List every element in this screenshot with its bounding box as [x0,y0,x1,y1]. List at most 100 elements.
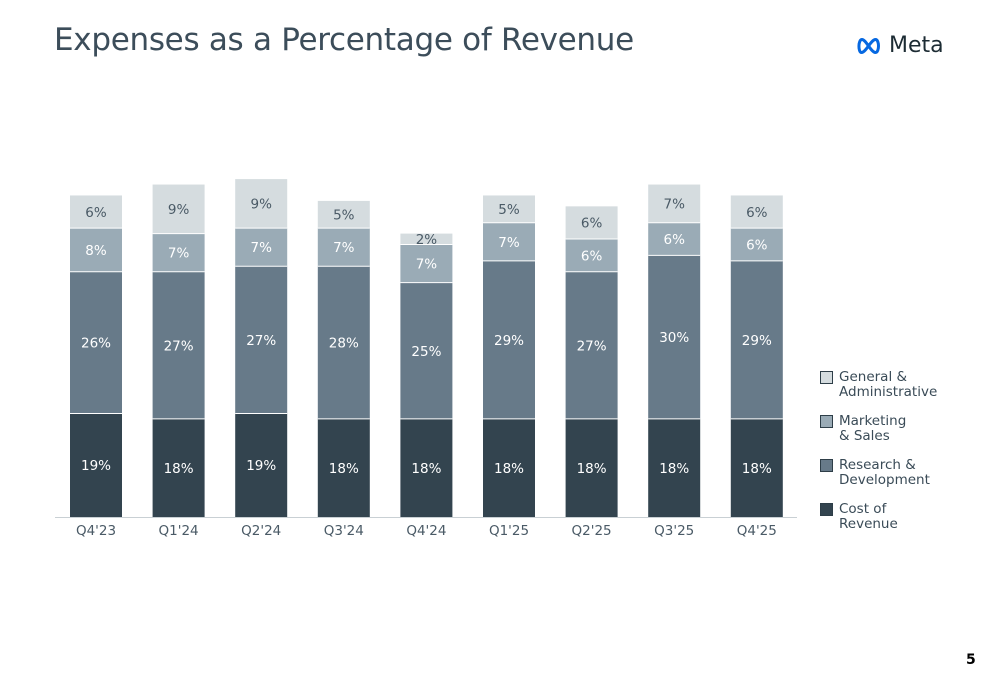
bar-segment [400,418,453,517]
data-label: 5% [333,208,355,224]
x-tick-label: Q4'23 [76,523,116,539]
data-label: 27% [246,333,276,349]
data-label: 19% [81,458,111,474]
bar-segment [317,200,370,229]
meta-logo: Meta [857,33,944,59]
bar-segment [70,228,122,272]
bar-segment [152,418,205,517]
data-label: 18% [494,461,524,477]
data-label: 5% [498,202,520,218]
bar-segment [235,413,288,517]
data-label: 8% [85,243,107,259]
bar-segment [648,184,701,223]
bar-segment [730,418,783,517]
data-label: 6% [663,232,685,248]
bar-segment [483,418,535,517]
bar-segment [730,228,783,261]
legend-label: Cost of Revenue [839,501,898,532]
bar-segment [648,222,701,256]
bar-segment [400,282,453,419]
data-label: 9% [250,197,272,213]
x-tick-label: Q1'24 [159,523,199,539]
data-label: 18% [164,461,194,477]
bar-segment [400,233,453,245]
data-label: 7% [168,246,190,262]
bar-segment [317,228,370,267]
x-tick-label: Q2'24 [241,523,281,539]
data-label: 6% [581,216,603,232]
legend-swatch [820,371,833,384]
legend-item: Cost of Revenue [820,502,937,546]
bar-segment [565,239,618,272]
meta-logo-text: Meta [889,33,944,58]
data-label: 18% [411,461,441,477]
data-label: 18% [742,461,772,477]
data-label: 7% [416,257,438,273]
bar-segment [730,260,783,419]
bar-segment [235,266,288,414]
x-tick-label: Q4'24 [406,523,446,539]
legend-swatch [820,459,833,472]
bar-segment [152,271,205,419]
data-label: 18% [329,461,359,477]
data-label: 27% [164,338,194,354]
bar-segment [70,195,122,229]
bar-segment [317,266,370,419]
data-label: 30% [659,330,689,346]
bar-segment [565,206,618,240]
data-label: 7% [498,235,520,251]
data-label: 28% [329,336,359,352]
bar-segment [483,195,535,223]
x-tick-label: Q3'24 [324,523,364,539]
bar-segment [152,184,205,234]
data-label: 7% [250,240,272,256]
bar-segment [730,195,783,229]
legend-swatch [820,503,833,516]
x-tick-label: Q4'25 [737,523,777,539]
bar-segment [70,271,122,414]
data-label: 19% [246,458,276,474]
data-label: 25% [411,344,441,360]
legend-swatch [820,415,833,428]
data-label: 18% [577,461,607,477]
data-label: 6% [746,205,768,221]
data-label: 29% [494,333,524,349]
page-title: Expenses as a Percentage of Revenue [54,22,634,58]
bar-segment [648,255,701,419]
data-label: 6% [746,238,768,254]
data-label: 6% [581,248,603,264]
data-label: 6% [85,205,107,221]
legend-item: General & Administrative [820,370,937,414]
x-tick-label: Q2'25 [572,523,612,539]
data-label: 7% [663,197,685,213]
page-number: 5 [966,652,976,668]
bar-segment [317,418,370,517]
bar-segment [400,244,453,283]
bar-segment [565,418,618,517]
data-label: 26% [81,336,111,352]
data-label: 2% [416,232,438,248]
bar-segment [483,260,535,419]
data-label: 18% [659,461,689,477]
legend-item: Research & Development [820,458,937,502]
bar-segment [648,418,701,517]
legend-item: Marketing & Sales [820,414,937,458]
bar-segment [235,228,288,267]
bar-segment [483,222,535,261]
data-label: 9% [168,202,190,218]
legend-label: Marketing & Sales [839,413,907,444]
x-tick-label: Q1'25 [489,523,529,539]
data-label: 7% [333,240,355,256]
bar-segment [70,413,122,517]
bar-segment [235,179,288,229]
x-tick-label: Q3'25 [654,523,694,539]
chart-legend: General & Administrative Marketing & Sale… [820,370,937,546]
data-label: 29% [742,333,772,349]
bar-segment [152,233,205,272]
legend-label: Research & Development [839,457,930,488]
legend-label: General & Administrative [839,369,938,400]
data-label: 27% [577,338,607,354]
bar-segment [565,271,618,419]
meta-infinity-logo-icon [857,38,880,54]
